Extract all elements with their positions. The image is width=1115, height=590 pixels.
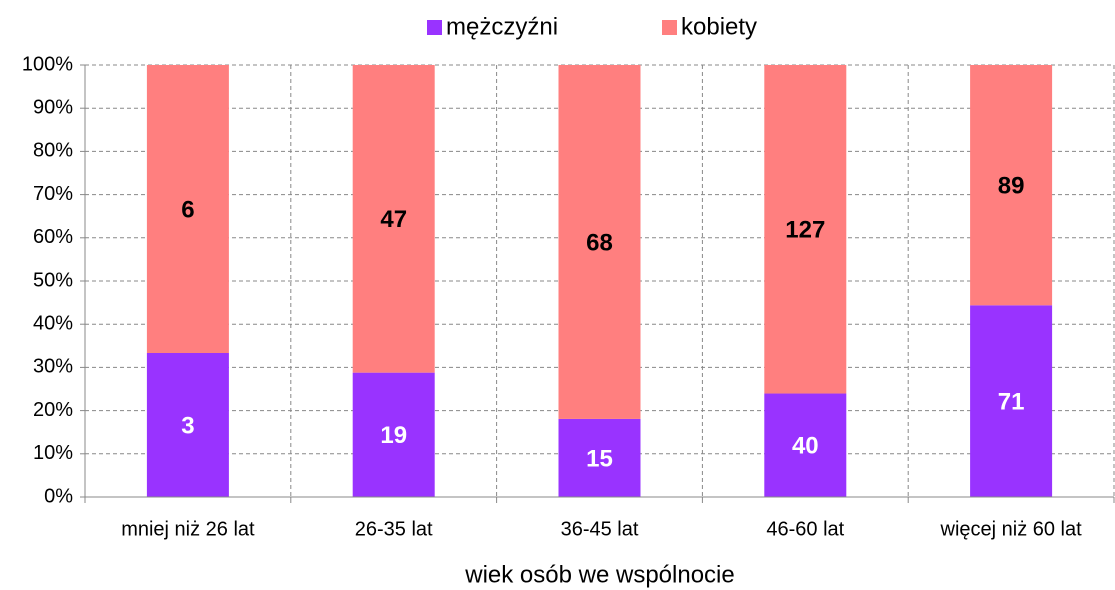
data-label: 15 xyxy=(586,445,613,472)
y-tick-label: 0% xyxy=(44,485,73,507)
x-tick-label: więcej niż 60 lat xyxy=(940,518,1083,540)
bar-segment xyxy=(146,353,229,497)
legend-label: kobiety xyxy=(681,13,757,40)
y-tick-label: 30% xyxy=(33,356,73,378)
bar-segment xyxy=(970,65,1053,306)
bar-segment xyxy=(146,65,229,353)
y-tick-label: 50% xyxy=(33,269,73,291)
x-tick-label: 36-45 lat xyxy=(561,518,639,540)
x-tick-label: 46-60 lat xyxy=(766,518,844,540)
data-label: 6 xyxy=(181,196,194,223)
bar-segment xyxy=(352,372,435,497)
legend-swatch xyxy=(662,20,677,35)
y-tick-label: 70% xyxy=(33,183,73,205)
bar-segment xyxy=(558,418,641,497)
x-tick-label: mniej niż 26 lat xyxy=(121,518,255,540)
x-axis-label: wiek osób we wspólnocie xyxy=(464,561,734,588)
y-tick-label: 20% xyxy=(33,399,73,421)
y-tick-label: 60% xyxy=(33,226,73,248)
data-label: 40 xyxy=(792,433,819,460)
x-tick-label: 26-35 lat xyxy=(355,518,433,540)
y-tick-label: 40% xyxy=(33,312,73,334)
legend-swatch xyxy=(427,20,442,35)
bar-segment xyxy=(558,65,641,419)
data-label: 68 xyxy=(586,229,613,256)
data-label: 89 xyxy=(998,172,1025,199)
data-label: 47 xyxy=(380,206,407,233)
bar-segment xyxy=(970,305,1053,497)
data-label: 3 xyxy=(181,412,194,439)
y-tick-label: 80% xyxy=(33,140,73,162)
bar-segment xyxy=(352,65,435,373)
data-label: 127 xyxy=(785,217,825,244)
legend-label: mężczyźni xyxy=(446,13,558,40)
y-tick-label: 10% xyxy=(33,442,73,464)
bar-segment xyxy=(764,393,847,497)
y-tick-label: 100% xyxy=(22,53,73,75)
bar-segment xyxy=(764,65,847,394)
y-tick-label: 90% xyxy=(33,96,73,118)
data-label: 19 xyxy=(380,422,407,449)
data-label: 71 xyxy=(998,388,1025,415)
